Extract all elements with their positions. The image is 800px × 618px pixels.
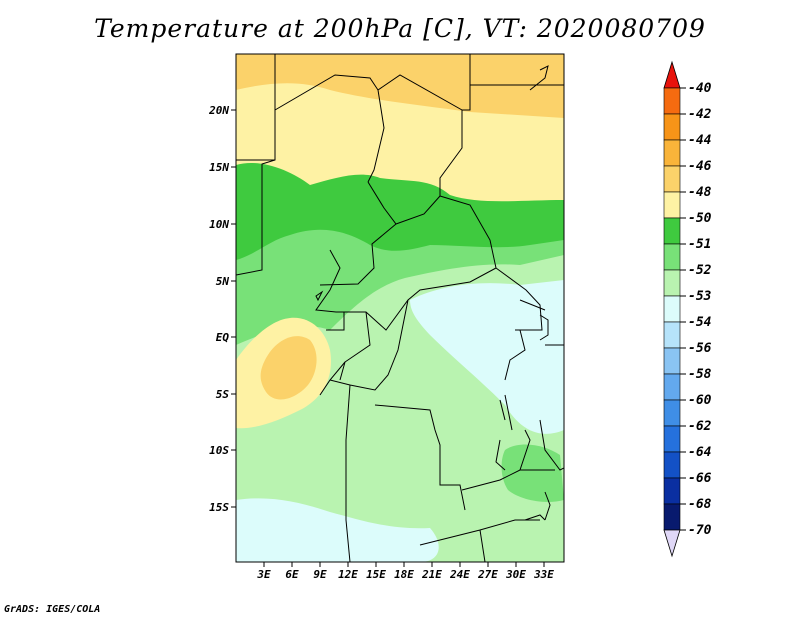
colorbar-top-arrow [663,60,681,89]
colorbar-label: -66 [688,471,712,486]
colorbar-label: -52 [688,263,712,278]
lat-tick-label: 10S [209,444,229,457]
lon-tick-label: 6E [285,568,299,581]
lat-tick-label: 5N [216,275,230,288]
lat-tick-label: 15S [209,501,229,514]
colorbar-label: -51 [688,237,711,252]
colorbar-labels: -40 -42 -44 -46 -48 -50 -51 -52 -53 -54 -56 -58 -60 -… [680,81,712,538]
colorbar-swatch [663,269,681,297]
lon-tick-label: 24E [449,568,470,581]
lon-tick-label: 30E [505,568,526,581]
colorbar-label: -50 [688,211,712,226]
colorbar-swatch [663,503,681,531]
lon-tick-label: 9E [313,568,327,581]
longitude-labels: 3E 6E 9E 12E 15E 18E 21E 24E 27E 30E 33E [256,568,554,581]
colorbar-label: -70 [688,523,712,538]
colorbar-label: -56 [688,341,712,356]
colorbar-swatch [663,425,681,453]
colorbar-swatch [663,217,681,245]
country-borders [236,54,564,562]
colorbar-label: -53 [688,289,712,304]
colorbar-swatches [663,87,681,531]
colorbar-swatch [663,321,681,349]
colorbar: -40 -42 -44 -46 -48 -50 -51 -52 -53 -54 -56 -58 -60 -… [663,60,712,558]
grads-credit: GrADS: IGES/COLA [4,604,101,615]
lat-tick-label: 10N [209,218,229,231]
colorbar-label: -60 [688,393,712,408]
field-band-minus54-south [236,498,439,562]
field-patch-warm-core [260,336,317,400]
colorbar-label: -46 [688,159,712,174]
lon-tick-label: 18E [394,568,414,581]
field-patch-cool-east [501,444,564,502]
lon-tick-label: 3E [256,568,271,581]
colorbar-swatch [663,139,681,167]
lon-tick-label: 21E [421,568,442,581]
lat-tick-label: 15N [209,161,229,174]
colorbar-swatch [663,87,681,115]
colorbar-label: -40 [688,81,712,96]
colorbar-label: -64 [688,445,712,460]
chart-title: Temperature at 200hPa [C], VT: 202008070… [94,14,706,43]
lat-tick-label: EQ [216,331,230,344]
colorbar-swatch [663,191,681,219]
lon-tick-label: 27E [477,568,498,581]
colorbar-swatch [663,373,681,401]
lat-tick-label: 5S [216,388,230,401]
colorbar-swatch [663,477,681,505]
lon-tick-label: 33E [533,568,554,581]
latitude-labels: 20N 15N 10N 5N EQ 5S 10S 15S [208,104,229,514]
colorbar-label: -42 [688,107,712,122]
colorbar-label: -54 [688,315,712,330]
colorbar-swatch [663,295,681,323]
colorbar-bottom-arrow [663,529,681,558]
field-band-minus54-east [410,280,564,434]
colorbar-swatch [663,451,681,479]
colorbar-label: -48 [688,185,712,200]
colorbar-swatch [663,347,681,375]
temperature-field [236,54,564,562]
colorbar-label: -62 [688,419,712,434]
colorbar-swatch [663,113,681,141]
map-frame [235,53,565,563]
lon-tick-label: 15E [366,568,386,581]
colorbar-swatch [663,165,681,193]
lon-tick-label: 12E [338,568,358,581]
colorbar-label: -44 [688,133,712,148]
colorbar-swatch [663,243,681,271]
tick-marks [231,109,545,567]
colorbar-label: -58 [688,367,712,382]
lat-tick-label: 20N [208,104,229,117]
colorbar-swatch [663,399,681,427]
colorbar-label: -68 [688,497,712,512]
